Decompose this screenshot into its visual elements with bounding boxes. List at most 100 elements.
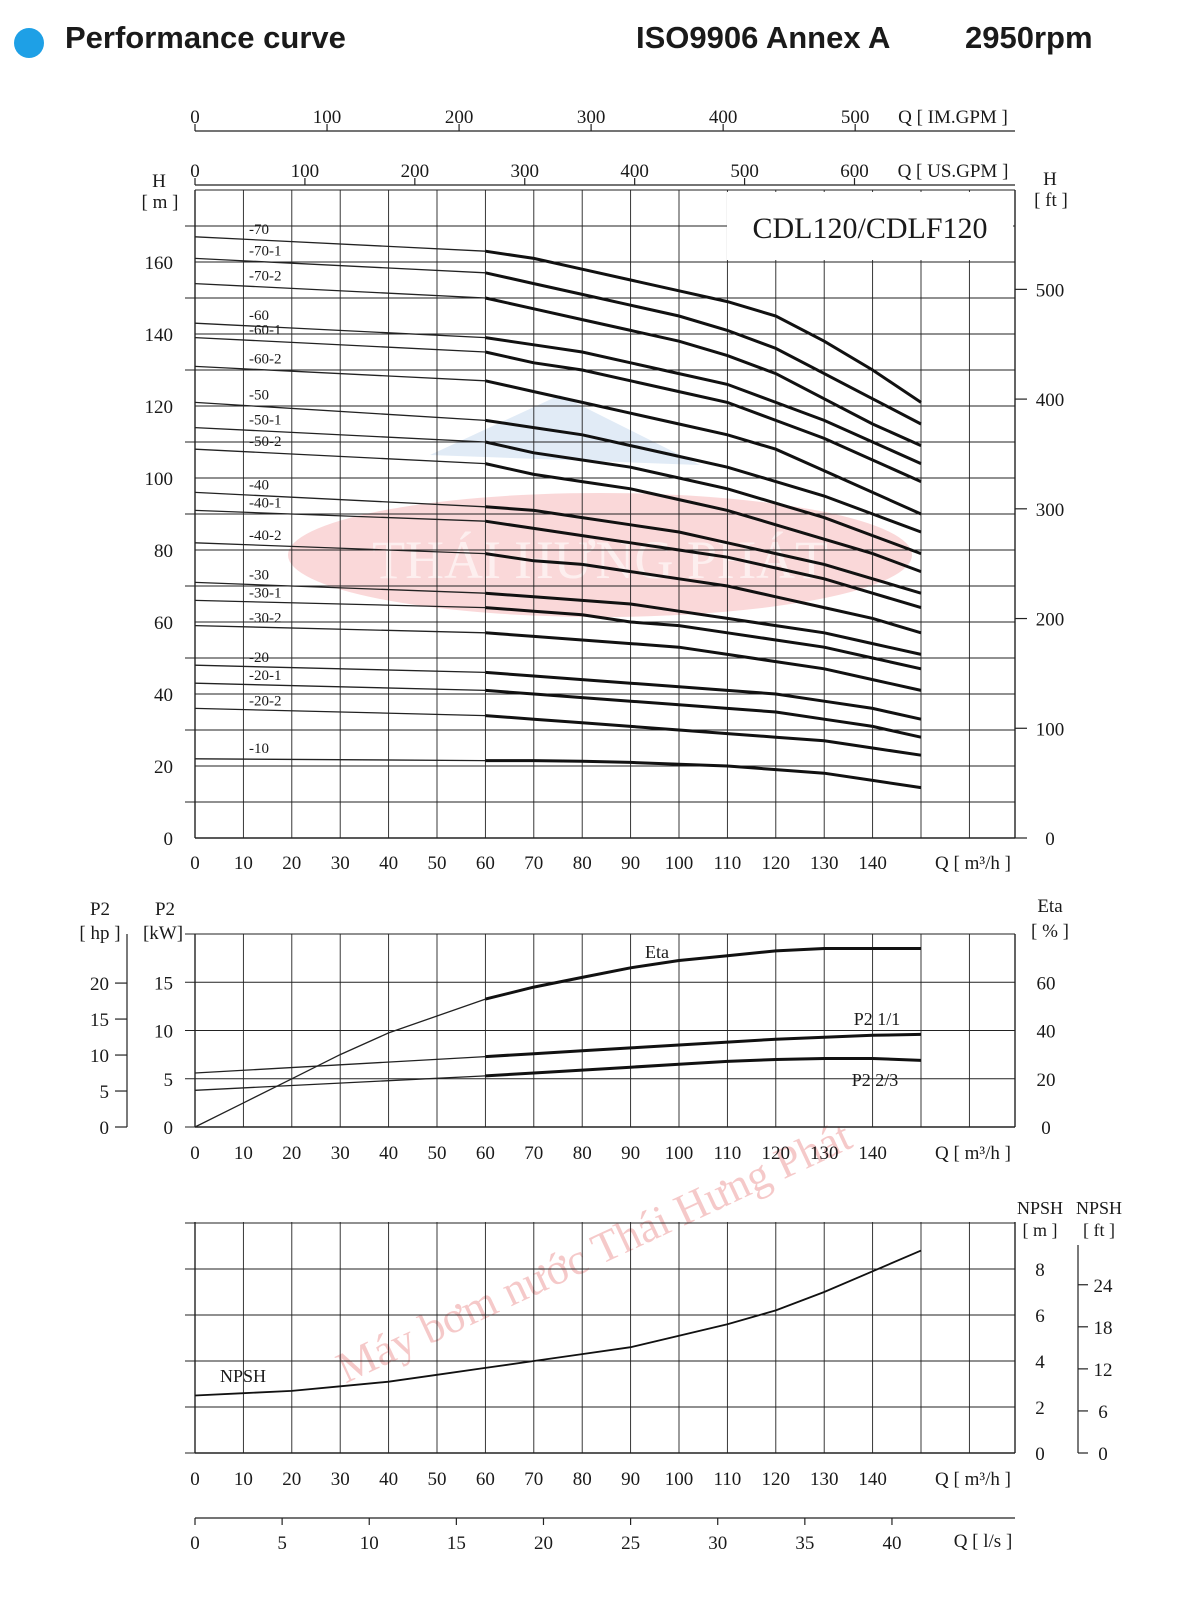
head-curve-operating-segment — [485, 759, 922, 790]
ls-tick-label: 10 — [360, 1533, 379, 1554]
p2-hp-tick-label: 15 — [90, 1010, 109, 1031]
usgpm-tick-label: 400 — [620, 161, 649, 182]
curve-label: -30-2 — [249, 611, 282, 627]
power-curve-thin-segment — [194, 998, 486, 1128]
p2-hp-tick-label: 5 — [100, 1082, 110, 1103]
head-curve-thin-segment — [194, 257, 486, 274]
npsh-ft-tick-label: 12 — [1094, 1360, 1113, 1381]
curve-label: -40-1 — [249, 495, 282, 511]
eta-curve-label: Eta — [645, 942, 669, 962]
h-m-tick-label: 120 — [145, 397, 174, 418]
p2-two-thirds-curve-label: P2 2/3 — [852, 1070, 899, 1090]
power-curve-operating-segment — [485, 947, 921, 1001]
imgpm-tick-label: 0 — [190, 107, 200, 128]
power-x-tick-label: 120 — [762, 1143, 791, 1164]
page-title: Performance curve — [65, 20, 346, 55]
header: Performance curve ISO9906 Annex A 2950rp… — [0, 0, 1200, 80]
curve-label: -50 — [249, 387, 269, 403]
head-x-tick-label: 70 — [524, 853, 543, 874]
speed-label: 2950rpm — [965, 20, 1093, 55]
head-curve-thin-segment — [194, 336, 486, 353]
npsh-m-axis-unit: [ m ] — [1023, 1220, 1058, 1240]
p2-hp-tick-label: 10 — [90, 1046, 109, 1067]
power-x-tick-label: 40 — [379, 1143, 398, 1164]
curve-label: -70 — [249, 222, 269, 238]
head-curve-thin-segment — [194, 236, 486, 252]
curve-label: -20-2 — [249, 693, 282, 709]
imgpm-axis-label: Q [ IM.GPM ] — [898, 107, 1008, 128]
head-curve-thin-segment — [194, 599, 486, 609]
npsh-ft-tick-label: 18 — [1094, 1318, 1113, 1339]
head-curve-thin-segment — [194, 365, 486, 382]
head-x-tick-label: 30 — [331, 853, 350, 874]
head-curve-operating-segment — [485, 631, 922, 692]
power-x-tick-label: 100 — [665, 1143, 694, 1164]
head-curve-operating-segment — [485, 336, 922, 465]
p2-kw-tick-label: 5 — [164, 1070, 174, 1091]
standard-label: ISO9906 Annex A — [636, 20, 891, 55]
power-curve-operating-segment — [485, 1032, 922, 1059]
power-x-tick-label: 70 — [524, 1143, 543, 1164]
h-m-tick-label: 80 — [154, 541, 173, 562]
head-curve-operating-segment — [485, 249, 922, 404]
npsh-x-tick-label: 10 — [234, 1469, 253, 1490]
head-curve-operating-segment — [485, 418, 922, 534]
p2-hp-tick-label: 20 — [90, 974, 109, 995]
p2-kw-tick-label: 10 — [154, 1022, 173, 1043]
npsh-ft-tick-label: 24 — [1094, 1276, 1114, 1297]
power-curve-thin-segment — [194, 1055, 486, 1074]
curve-label: -60 — [249, 308, 269, 324]
curve-label: -30-1 — [249, 585, 282, 601]
p2-kw-tick-label: 0 — [164, 1118, 174, 1139]
head-curve-operating-segment — [485, 519, 922, 610]
head-curve-thin-segment — [194, 509, 486, 522]
head-x-tick-label: 20 — [282, 853, 301, 874]
head-curve-thin-segment — [194, 282, 486, 299]
watermark-roof-shape — [430, 395, 700, 465]
eta-tick-label: 60 — [1037, 973, 1056, 994]
curve-label: -10 — [249, 741, 269, 757]
h-m-axis-unit: [ m ] — [142, 192, 179, 213]
npsh-curve-label: NPSH — [220, 1366, 266, 1386]
h-ft-axis-unit: [ ft ] — [1034, 190, 1068, 211]
power-x-tick-label: 0 — [190, 1143, 200, 1164]
ls-tick-label: 20 — [534, 1533, 553, 1554]
head-curve-operating-segment — [485, 606, 922, 671]
npsh-m-axis-title: NPSH — [1017, 1198, 1063, 1218]
p2-hp-axis-title: P2 — [90, 899, 110, 920]
npsh-m-tick-label: 2 — [1035, 1398, 1045, 1419]
p2-kw-axis-unit: [kW] — [143, 923, 183, 944]
ls-axis: 0 5 10 15 20 25 30 35 40 Q [ l/s ] — [190, 1517, 1015, 1554]
head-curve-thin-segment — [194, 707, 486, 717]
h-m-tick-label: 60 — [154, 613, 173, 634]
head-curve-thin-segment — [194, 491, 486, 508]
curve-label: -70-1 — [249, 243, 282, 259]
curve-label: -70-2 — [249, 269, 282, 285]
head-x-tick-label: 130 — [810, 853, 839, 874]
curve-label: -50-1 — [249, 413, 282, 429]
ls-tick-label: 0 — [190, 1533, 200, 1554]
curve-label: -20 — [249, 650, 269, 666]
curve-label: -40-2 — [249, 528, 282, 544]
p2-kw-tick-label: 15 — [154, 973, 173, 994]
curve-label: -20-1 — [249, 668, 282, 684]
head-curve-thin-segment — [194, 322, 486, 339]
curve-label: -40 — [249, 477, 269, 493]
usgpm-tick-label: 500 — [730, 161, 759, 182]
npsh-x-tick-label: 120 — [762, 1469, 791, 1490]
npsh-x-axis-label: Q [ m³/h ] — [935, 1469, 1011, 1490]
head-curve-thin-segment — [194, 581, 486, 594]
p2-hp-axis-unit: [ hp ] — [79, 923, 120, 944]
ls-tick-label: 40 — [882, 1533, 901, 1554]
watermark-brand-text: THÁI HƯNG PHÁT — [372, 530, 828, 590]
power-x-tick-label: 50 — [428, 1143, 447, 1164]
head-x-tick-label: 80 — [573, 853, 592, 874]
power-x-tick-label: 80 — [573, 1143, 592, 1164]
head-x-tick-label: 120 — [762, 853, 791, 874]
usgpm-tick-label: 100 — [291, 161, 320, 182]
usgpm-tick-label: 300 — [510, 161, 539, 182]
h-ft-axis-title: H — [1043, 169, 1057, 190]
